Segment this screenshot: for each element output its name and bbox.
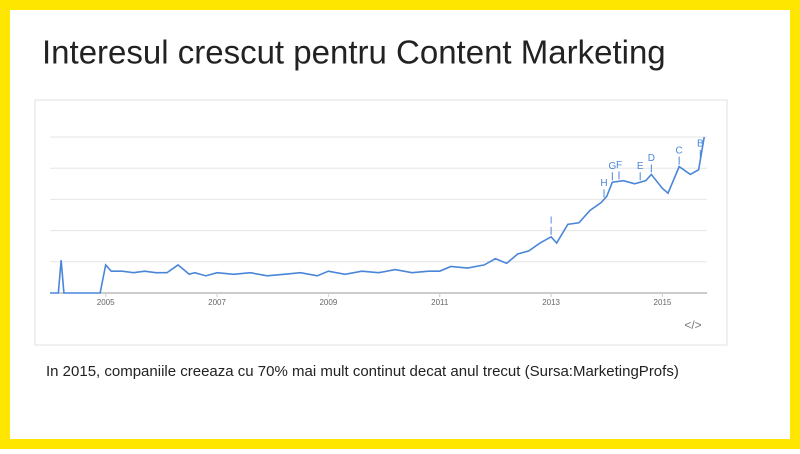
annotation-label: E: [637, 161, 644, 172]
x-tick-label: 2011: [431, 298, 449, 307]
embed-icon[interactable]: </>: [684, 318, 701, 332]
x-tick-label: 2015: [654, 298, 672, 307]
x-tick-label: 2009: [319, 298, 337, 307]
trend-line: [50, 136, 706, 294]
annotation-label: D: [648, 153, 655, 164]
slide-title: Interesul crescut pentru Content Marketi…: [42, 34, 666, 71]
plot: 2005 2007 2009 2011 2013 2015 I HG F ED C B: [50, 136, 707, 307]
annotation-label: F: [616, 160, 622, 171]
x-tick-label: 2005: [97, 298, 115, 307]
annotation-label: G: [608, 161, 616, 172]
annotation-label: B: [697, 139, 704, 150]
annotation-label: C: [676, 145, 683, 156]
caption: In 2015, companiile creeaza cu 70% mai m…: [46, 363, 679, 380]
x-tick-label: 2007: [208, 298, 226, 307]
annotation-label: H: [600, 178, 607, 189]
x-tick-label: 2013: [542, 298, 560, 307]
chart-box: [34, 99, 728, 346]
annotation-label: I: [550, 215, 553, 226]
